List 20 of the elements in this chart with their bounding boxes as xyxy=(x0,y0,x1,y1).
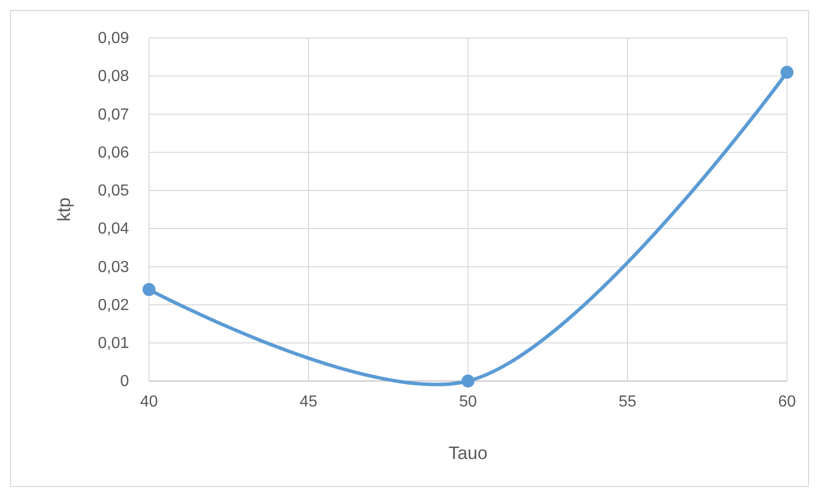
x-axis-title: Tauo xyxy=(448,443,488,463)
x-tick-label: 60 xyxy=(778,393,796,410)
y-tick-label: 0,06 xyxy=(98,144,130,162)
x-tick-label: 50 xyxy=(459,393,477,410)
point xyxy=(780,66,794,79)
y-tick-label: 0,08 xyxy=(98,68,130,86)
x-tick-label: 45 xyxy=(300,393,318,410)
y-tick-label: 0,04 xyxy=(98,220,130,238)
y-tick-label: 0,03 xyxy=(98,258,130,276)
y-tick-label: 0 xyxy=(120,373,130,390)
y-tick-label: 0,02 xyxy=(98,296,130,314)
y-tick-label: 0,05 xyxy=(98,182,130,200)
x-tick-label: 40 xyxy=(140,393,158,410)
y-axis-title: ktp xyxy=(54,197,74,222)
y-tick-label: 0,01 xyxy=(98,335,130,352)
point xyxy=(142,283,156,296)
y-tick-label: 0,07 xyxy=(98,106,130,124)
y-tick-label: 0,09 xyxy=(98,30,130,48)
point xyxy=(462,374,474,388)
x-tick-label: 55 xyxy=(618,393,636,410)
